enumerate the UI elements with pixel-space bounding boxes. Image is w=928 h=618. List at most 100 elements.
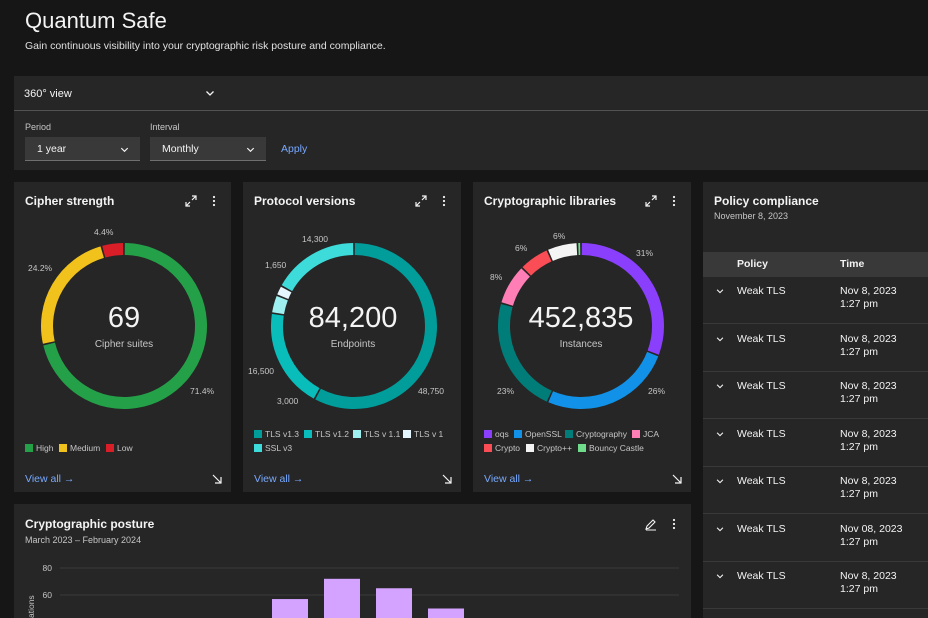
column-header-policy[interactable]: Policy [737, 258, 768, 270]
donut-unit: Instances [559, 339, 603, 350]
card-title: Protocol versions [254, 194, 356, 208]
donut-slice[interactable] [498, 303, 552, 402]
table-row[interactable]: Weak TLS Nov 8, 2023 1:27 pm [703, 467, 928, 514]
legend-item[interactable]: Crypto [484, 443, 520, 453]
overflow-menu-icon[interactable] [437, 194, 451, 208]
slice-label: 31% [636, 248, 654, 258]
slice-label: 6% [553, 231, 566, 241]
arrow-down-right-icon[interactable] [441, 473, 453, 485]
table-row[interactable]: Weak TLS Nov 8, 2023 1:27 pm [703, 277, 928, 324]
chevron-down-icon[interactable] [715, 571, 725, 581]
legend-item[interactable]: oqs [484, 429, 509, 439]
donut-unit: Cipher suites [94, 339, 154, 350]
donut-slice[interactable] [271, 313, 320, 399]
card-title: Cipher strength [25, 194, 115, 208]
chevron-down-icon[interactable] [715, 476, 725, 486]
bar[interactable] [324, 578, 360, 618]
maximize-icon[interactable] [414, 194, 428, 208]
maximize-icon[interactable] [644, 194, 658, 208]
donut-slice[interactable] [548, 243, 578, 261]
arrow-down-right-icon[interactable] [671, 473, 683, 485]
donut-slice[interactable] [41, 246, 105, 344]
edit-icon[interactable] [644, 517, 658, 531]
donut-slice[interactable] [102, 243, 124, 258]
y-tick-label: 80 [43, 563, 53, 573]
donut-slice[interactable] [522, 250, 552, 276]
apply-button[interactable]: Apply [281, 143, 308, 155]
chevron-down-icon[interactable] [715, 286, 725, 296]
slice-label: 14,300 [302, 234, 328, 244]
arrow-down-right-icon[interactable] [211, 473, 223, 485]
view-all-link[interactable]: View all → [25, 473, 75, 485]
legend-item[interactable]: OpenSSL [514, 429, 562, 439]
table-header: Policy Time [703, 252, 928, 277]
legend-item[interactable]: JCA [632, 429, 659, 439]
legend-item[interactable]: Cryptography [565, 429, 627, 439]
policy-name: Weak TLS [737, 285, 786, 297]
slice-label: 8% [490, 272, 503, 282]
legend-item[interactable]: TLS v1.2 [304, 429, 349, 439]
chevron-down-icon [120, 147, 129, 153]
policy-name: Weak TLS [737, 570, 786, 582]
view-all-link[interactable]: View all → [484, 473, 534, 485]
y-tick-label: 60 [43, 590, 53, 600]
period-dropdown[interactable]: 1 year [25, 137, 140, 161]
arrow-right-icon: → [63, 473, 75, 485]
table-row[interactable]: Weak TLS Nov 8, 2023 1:27 pm [703, 325, 928, 372]
donut-total: 69 [107, 302, 141, 334]
legend-item[interactable]: TLS v 1 [403, 429, 443, 439]
policy-name: Weak TLS [737, 475, 786, 487]
table-row[interactable]: Weak TLS Nov 8, 2023 1:27 pm [703, 420, 928, 467]
table-row[interactable]: Weak TLS Nov 8, 2023 1:27 pm [703, 562, 928, 609]
donut-unit: Endpoints [330, 339, 376, 350]
date-range: March 2023 – February 2024 [25, 535, 142, 545]
legend-item[interactable]: SSL v3 [254, 443, 292, 453]
donut-slice[interactable] [277, 286, 292, 300]
view-all-link[interactable]: View all → [254, 473, 304, 485]
legend: High Medium Low [25, 443, 225, 455]
page-header [0, 0, 928, 66]
slice-label: 23% [497, 386, 515, 396]
interval-value: Monthly [162, 143, 199, 155]
chevron-down-icon[interactable] [715, 524, 725, 534]
donut-slice[interactable] [501, 268, 531, 306]
donut-total: 84,200 [308, 302, 398, 334]
column-header-time[interactable]: Time [840, 258, 865, 270]
donut-slice[interactable] [272, 295, 288, 315]
legend-item[interactable]: Crypto++ [526, 443, 572, 453]
bar[interactable] [272, 599, 308, 618]
legend-item[interactable]: Low [106, 443, 133, 453]
legend-item[interactable]: TLS v1.3 [254, 429, 299, 439]
overflow-menu-icon[interactable] [207, 194, 221, 208]
legend-item[interactable]: Medium [59, 443, 100, 453]
slice-label: 16,500 [248, 366, 274, 376]
donut-slice[interactable] [548, 351, 659, 409]
donut-slice[interactable] [43, 243, 207, 409]
period-value: 1 year [37, 143, 67, 155]
donut-slice[interactable] [281, 243, 354, 292]
donut-slice[interactable] [581, 243, 664, 355]
legend-item[interactable]: Bouncy Castle [578, 443, 644, 453]
policy-time: Nov 8, 2023 1:27 pm [840, 570, 897, 595]
table-row[interactable]: Weak TLS Nov 08, 2023 1:27 pm [703, 515, 928, 562]
interval-dropdown[interactable]: Monthly [150, 137, 266, 161]
policy-time: Nov 8, 2023 1:27 pm [840, 380, 897, 405]
chevron-down-icon[interactable] [715, 381, 725, 391]
table-row[interactable]: Weak TLS Nov 8, 2023 1:27 pm [703, 372, 928, 419]
maximize-icon[interactable] [184, 194, 198, 208]
protocol-donut [271, 243, 437, 409]
overflow-menu-icon[interactable] [667, 194, 681, 208]
bar[interactable] [376, 588, 412, 618]
slice-label: 26% [648, 386, 666, 396]
legend-item[interactable]: High [25, 443, 53, 453]
view-select[interactable]: 360° view [14, 78, 226, 110]
overflow-menu-icon[interactable] [667, 517, 681, 531]
card-title: Policy compliance [714, 194, 819, 208]
policy-time: Nov 8, 2023 1:27 pm [840, 285, 897, 310]
chevron-down-icon[interactable] [715, 334, 725, 344]
chevron-down-icon[interactable] [715, 429, 725, 439]
donut-slice[interactable] [315, 243, 437, 409]
bar[interactable] [428, 608, 464, 618]
legend-item[interactable]: TLS v 1.1 [353, 429, 400, 439]
libraries-donut [498, 243, 664, 409]
